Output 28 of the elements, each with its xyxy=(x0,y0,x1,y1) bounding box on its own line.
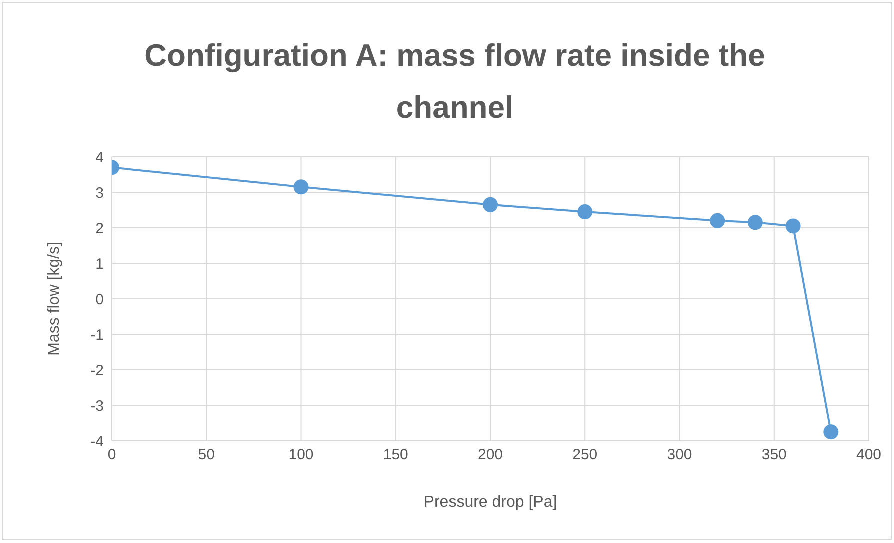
x-tick-label: 350 xyxy=(762,446,787,464)
y-tick-label: -3 xyxy=(90,398,104,415)
point xyxy=(294,180,309,195)
x-tick-label: 100 xyxy=(288,446,314,464)
x-tick-label: 50 xyxy=(198,446,215,464)
x-tick-label: 150 xyxy=(383,446,408,464)
point xyxy=(483,197,498,212)
y-tick-label: 2 xyxy=(96,220,104,238)
chart-title: Configuration A: mass flow rate inside the channel xyxy=(144,37,766,127)
y-tick-label: -2 xyxy=(90,362,104,380)
y-tick-label: -1 xyxy=(90,326,104,344)
y-tick-label: -4 xyxy=(90,433,104,450)
y-tick-label: 4 xyxy=(96,149,104,166)
x-tick-label: 400 xyxy=(856,446,882,464)
x-tick-label: 0 xyxy=(108,446,116,464)
x-tick-label: 200 xyxy=(478,446,504,464)
y-tick-label: 1 xyxy=(96,256,104,273)
point xyxy=(786,218,801,234)
y-axis-title: Mass flow [kg/s] xyxy=(46,242,64,356)
point xyxy=(578,204,593,220)
point xyxy=(748,215,763,230)
point xyxy=(824,424,839,440)
x-tick-label: 250 xyxy=(572,446,598,464)
x-axis-title: Pressure drop [Pa] xyxy=(422,494,558,512)
y-tick-label: 3 xyxy=(96,184,104,202)
point xyxy=(710,213,726,228)
y-tick-label: 0 xyxy=(96,291,104,308)
x-tick-label: 300 xyxy=(667,446,692,464)
